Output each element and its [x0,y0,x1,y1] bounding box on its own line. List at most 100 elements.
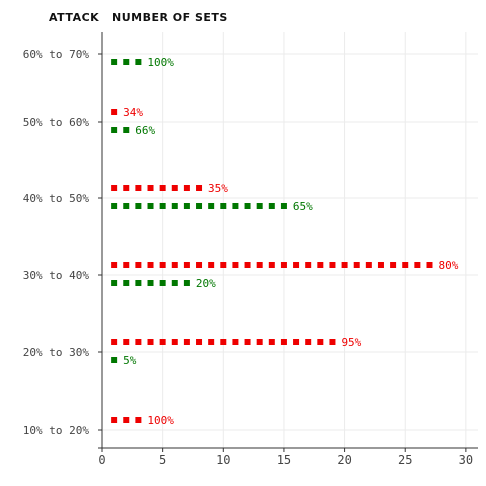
pct-label-green: 100% [147,56,174,69]
y-tick-label: 40% to 50% [23,192,90,205]
dot-green [159,203,166,209]
y-tick-label: 50% to 60% [23,116,90,129]
dot-green [147,280,154,286]
dot-red [171,262,178,268]
dot-green [183,203,190,209]
dot-green [135,203,142,209]
dot-red [111,262,118,268]
dot-red [147,339,154,345]
dot-red [220,339,227,345]
x-tick-label: 20 [337,453,351,467]
pct-label-green: 66% [135,124,155,137]
dot-green [111,127,118,133]
dot-green [280,203,287,209]
dot-red [268,339,275,345]
dot-green [135,280,142,286]
y-tick-label: 30% to 40% [23,269,90,282]
dot-red [293,339,300,345]
x-tick-label: 0 [98,453,105,467]
dot-red [232,262,239,268]
x-tick-label: 25 [398,453,412,467]
dot-green [123,59,130,65]
pct-label-red: 35% [208,182,228,195]
dot-green [244,203,251,209]
dot-red [135,417,142,423]
dot-green [268,203,275,209]
dot-red [256,262,263,268]
dot-green [147,203,154,209]
dot-red [317,262,324,268]
dot-red [135,339,142,345]
dot-red [390,262,397,268]
dot-red [183,185,190,191]
dot-red [147,185,154,191]
dot-red [232,339,239,345]
dot-green [111,357,118,363]
dot-red [329,262,336,268]
x-tick-label: 5 [159,453,166,467]
dot-red [123,339,130,345]
dot-red [183,339,190,345]
dot-red [280,262,287,268]
dot-green [123,127,130,133]
dot-red [365,262,372,268]
y-axis-ticks: 60% to 70% 50% to 60% 40% to 50% 30% to 40%… [23,48,102,437]
dot-red [196,185,203,191]
dot-red [208,262,215,268]
dot-red [220,262,227,268]
dot-red [147,262,154,268]
dot-green [123,203,130,209]
dot-red [244,262,251,268]
pct-label-red: 34% [123,106,143,119]
y-tick-label: 10% to 20% [23,424,90,437]
x-tick-label: 10 [216,453,230,467]
pct-label-red: 100% [147,414,174,427]
dot-red [135,262,142,268]
dot-red [111,185,118,191]
axes [98,32,478,449]
dot-red [111,109,118,115]
dot-red [402,262,409,268]
dot-green [171,280,178,286]
pct-label-green: 20% [196,277,216,290]
x-tick-label: 15 [277,453,291,467]
dot-green [232,203,239,209]
x-axis-ticks: 0 5 10 15 20 25 30 [98,448,473,467]
dot-red [183,262,190,268]
dot-green [123,280,130,286]
y-tick-label: 60% to 70% [23,48,90,61]
dot-red [171,339,178,345]
dot-red [329,339,336,345]
header-number-of-sets: NUMBER OF SETS [112,11,228,24]
y-tick-label: 20% to 30% [23,346,90,359]
dot-green [220,203,227,209]
dot-red [426,262,433,268]
pct-label-green: 65% [293,200,313,213]
dot-red [377,262,384,268]
dot-red [171,185,178,191]
dot-red [196,262,203,268]
dot-green [159,280,166,286]
pct-label-green: 5% [123,354,137,367]
dot-green [183,280,190,286]
dot-red [244,339,251,345]
x-tick-label: 30 [459,453,473,467]
dot-green [196,203,203,209]
dot-red [196,339,203,345]
dot-red [341,262,348,268]
dot-red [135,185,142,191]
dot-red [353,262,360,268]
dot-red [280,339,287,345]
dot-red [123,185,130,191]
grid [102,32,478,448]
dot-red [256,339,263,345]
dot-green [171,203,178,209]
data-labels: 100% 34% 66% 35% 65% 80% 20% 95% 5% 100% [123,56,459,427]
data-marks [111,59,433,423]
dot-red [159,339,166,345]
dot-red [305,339,312,345]
dot-red [317,339,324,345]
dot-red [293,262,300,268]
pct-label-red: 95% [341,336,361,349]
